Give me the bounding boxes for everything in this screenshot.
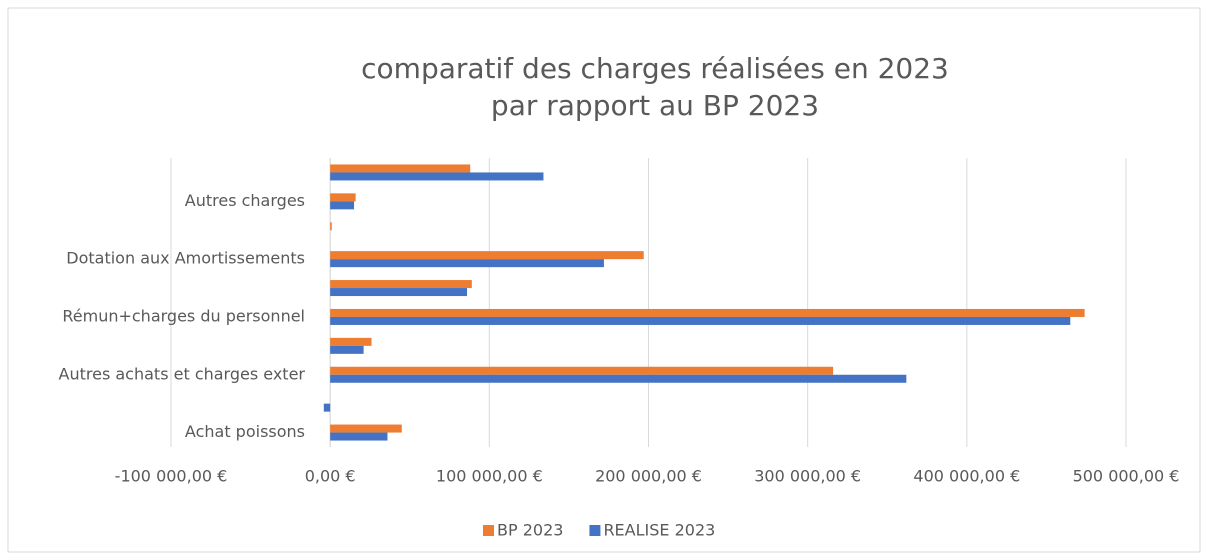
bar xyxy=(330,432,388,441)
bar xyxy=(330,172,544,181)
bar xyxy=(330,337,372,346)
bar xyxy=(323,403,331,412)
bar xyxy=(330,164,471,173)
bar xyxy=(330,280,472,289)
bar xyxy=(330,251,644,260)
bar xyxy=(330,424,402,433)
bar xyxy=(330,201,355,210)
y-tick-label: Autres achats et charges exter xyxy=(59,364,306,383)
y-tick-label: Autres charges xyxy=(185,191,305,210)
chart-border xyxy=(7,7,1201,553)
x-tick-label: 400 000,00 € xyxy=(913,467,1020,486)
x-tick-label: 100 000,00 € xyxy=(436,467,543,486)
bar xyxy=(330,288,468,297)
bar xyxy=(330,222,332,231)
x-tick-label: 0,00 € xyxy=(305,467,356,486)
bar xyxy=(330,316,1071,325)
bar xyxy=(330,308,1085,317)
legend-label: BP 2023 xyxy=(497,521,563,540)
bar xyxy=(330,259,604,268)
legend-swatch xyxy=(483,525,494,536)
y-tick-label: Dotation aux Amortissements xyxy=(66,249,305,268)
x-tick-label: -100 000,00 € xyxy=(115,467,228,486)
chart-title: par rapport au BP 2023 xyxy=(491,89,819,122)
legend-swatch xyxy=(589,525,601,536)
x-tick-label: 500 000,00 € xyxy=(1073,467,1180,486)
chart-title: comparatif des charges réalisées en 2023 xyxy=(361,52,949,85)
bar xyxy=(330,345,364,354)
y-tick-label: Achat poissons xyxy=(185,422,305,441)
bar xyxy=(330,193,356,202)
x-tick-label: 300 000,00 € xyxy=(754,467,861,486)
y-tick-label: Rémun+charges du personnel xyxy=(62,306,305,325)
x-tick-label: 200 000,00 € xyxy=(595,467,702,486)
bar xyxy=(330,374,907,383)
legend-label: REALISE 2023 xyxy=(603,521,715,540)
bar xyxy=(330,366,834,375)
